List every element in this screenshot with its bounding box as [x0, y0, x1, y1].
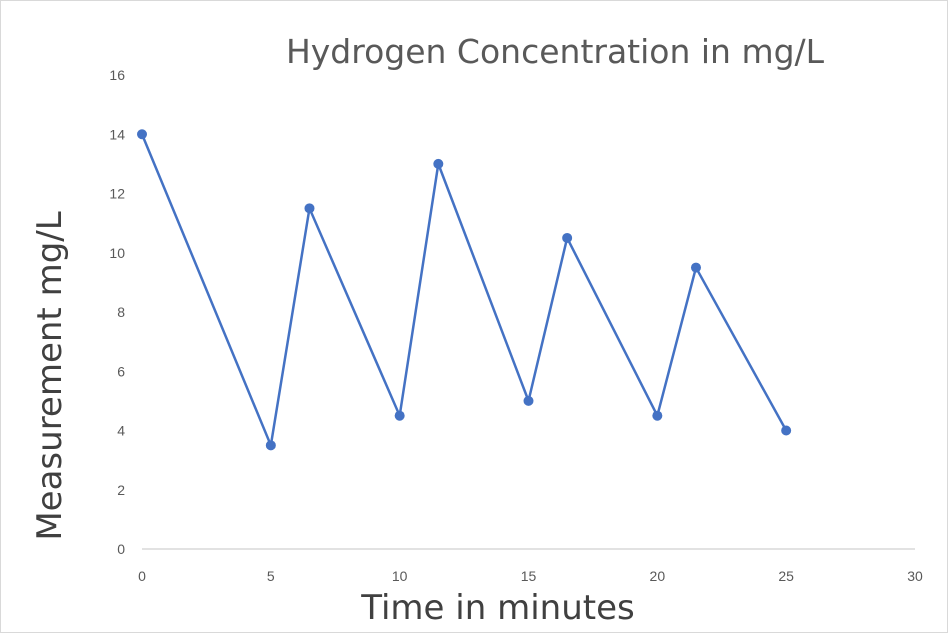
- y-axis-title: Measurement mg/L: [30, 211, 70, 540]
- data-point: [394, 410, 405, 421]
- data-point: [433, 158, 444, 169]
- y-tick-label: 8: [117, 304, 125, 320]
- y-tick-label: 10: [109, 245, 125, 261]
- x-tick-label: 0: [138, 568, 146, 584]
- x-tick-label: 5: [267, 568, 275, 584]
- x-axis-tick-labels: 0 5 10 15 20 25 30: [138, 568, 923, 584]
- data-point: [781, 425, 792, 436]
- data-point: [265, 440, 276, 451]
- y-axis-tick-labels: 0 2 4 6 8 10 12 14 16: [109, 67, 125, 557]
- y-tick-label: 16: [109, 67, 125, 83]
- data-points: [137, 129, 792, 451]
- y-tick-label: 4: [117, 423, 125, 439]
- data-point: [523, 395, 534, 406]
- data-point: [562, 232, 573, 243]
- data-point: [690, 262, 701, 273]
- series-line: [140, 133, 788, 447]
- y-tick-label: 0: [117, 541, 125, 557]
- x-tick-label: 20: [650, 568, 666, 584]
- y-tick-label: 14: [109, 126, 125, 142]
- x-tick-label: 25: [778, 568, 794, 584]
- data-point: [304, 203, 315, 214]
- x-tick-label: 10: [392, 568, 408, 584]
- data-point: [137, 129, 147, 140]
- y-tick-label: 12: [109, 186, 125, 202]
- chart-title: Hydrogen Concentration in mg/L: [286, 32, 825, 71]
- x-axis-title: Time in minutes: [360, 588, 634, 628]
- data-point: [652, 410, 663, 421]
- y-tick-label: 6: [117, 363, 125, 379]
- y-tick-label: 2: [117, 482, 125, 498]
- x-tick-label: 30: [907, 568, 923, 584]
- x-tick-label: 15: [521, 568, 537, 584]
